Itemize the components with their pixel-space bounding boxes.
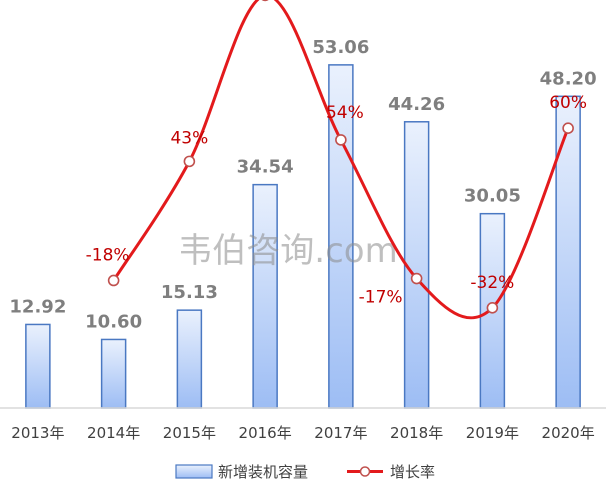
bar [403,121,430,409]
x-tick-label: 2018年 [390,424,443,442]
growth-rate-label: 54% [326,103,364,123]
growth-rate-label: -32% [470,273,514,293]
growth-rate-marker [410,272,423,285]
growth-rate-labels: -18%43%128%54%-17%-32%60% [86,93,587,308]
x-tick-label: 2020年 [542,424,595,442]
growth-rate-marker [335,134,347,146]
growth-rate-marker [183,155,196,168]
bar [100,338,127,409]
bar-value-label: 15.13 [161,282,218,303]
x-tick-label: 2015年 [163,424,216,442]
bar-value-label: 44.26 [388,94,445,115]
growth-rate-label: -17% [359,288,403,308]
legend-bar-swatch [175,464,213,479]
legend-label-growth-rate: 增长率 [390,463,435,481]
bar-value-label: 53.06 [312,37,369,58]
x-tick-label: 2017年 [314,424,367,442]
legend-label-capacity: 新增装机容量 [218,463,308,481]
x-axis-tick-labels: 2013年 2014年 2015年 2016年 2017年 2018年 2019年 2020年 [11,424,594,442]
bar-value-label: 48.20 [540,68,597,89]
growth-rate-label: 43% [170,128,208,148]
growth-rate-marker [107,274,120,287]
legend-line-marker [359,466,371,477]
growth-rate-marker [562,122,574,134]
bar [176,309,203,409]
growth-rate-marker [486,302,499,314]
bar-value-labels: 12.92 10.60 15.13 34.54 53.06 44.26 30.05 48.20 [9,37,596,333]
bar [555,95,581,409]
bar [252,183,278,409]
bar-value-label: 34.54 [237,157,294,178]
x-tick-label: 2013年 [11,424,64,442]
bar-value-label: 30.05 [464,186,521,207]
legend: 新增装机容量 增长率 [175,463,435,481]
growth-rate-label: -18% [86,245,130,265]
x-tick-label: 2014年 [87,424,140,442]
watermark: 韦伯咨询.com [178,231,397,271]
x-tick-label: 2019年 [466,424,519,442]
bar [25,323,51,409]
growth-rate-label: 60% [549,93,587,113]
bar-value-label: 10.60 [85,311,142,332]
x-tick-label: 2016年 [239,424,292,442]
bar-value-label: 12.92 [9,296,66,317]
growth-rate-markers [107,0,574,314]
